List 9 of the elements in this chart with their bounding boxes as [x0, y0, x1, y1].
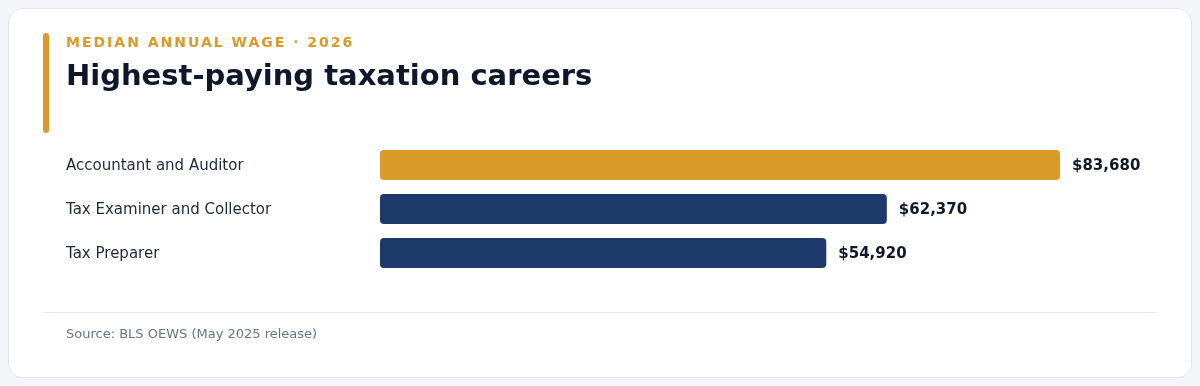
y-tick-label: Tax Examiner and Collector — [65, 200, 273, 218]
data-label: $54,920 — [838, 244, 907, 262]
text: MEDIAN ANNUAL WAGE · 2026 — [66, 34, 355, 50]
source-note: Source: BLS OEWS (May 2025 release) — [66, 326, 318, 341]
y-tick-label: Accountant and Auditor — [66, 156, 245, 174]
data-label: $83,680 — [1072, 156, 1141, 174]
y-tick-label: Tax Preparer — [65, 244, 161, 262]
data-label: $62,370 — [898, 200, 968, 218]
chart-title: Highest-paying taxation careers — [66, 58, 593, 92]
